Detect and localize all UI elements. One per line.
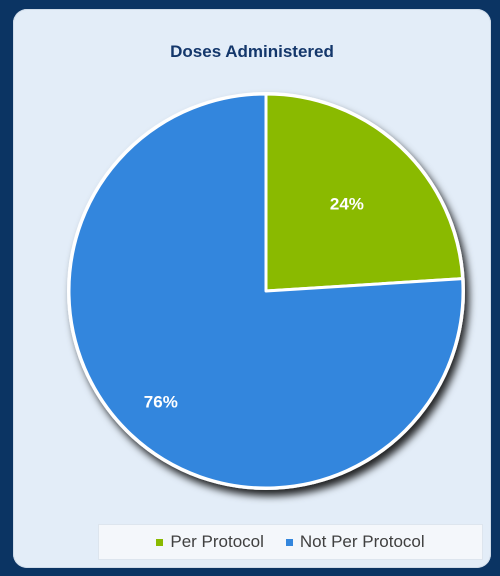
data-label-not-per-protocol: 76% (144, 392, 178, 411)
chart-title: Doses Administered (170, 42, 334, 61)
pie-slice-per-protocol (264, 92, 465, 293)
legend-label-not-per-protocol: Not Per Protocol (299, 532, 425, 551)
legend-item-per-protocol: Per Protocol (156, 532, 264, 552)
data-label-per-protocol: 24% (330, 194, 364, 213)
legend-swatch-not-per-protocol (285, 538, 293, 546)
legend-swatch-per-protocol (156, 538, 164, 546)
pie-chart: 24% 76% (67, 92, 465, 490)
pie-slice-not-per-protocol (67, 92, 465, 490)
legend-item-not-per-protocol: Not Per Protocol (285, 532, 425, 552)
pie-labels: 24% 76% (144, 194, 364, 411)
pie-slices (67, 92, 465, 490)
legend-label-per-protocol: Per Protocol (170, 532, 264, 551)
legend: Per Protocol Not Per Protocol (98, 524, 483, 560)
chart-card: Doses Administered 24% 76% Per Protocol N… (13, 9, 491, 568)
